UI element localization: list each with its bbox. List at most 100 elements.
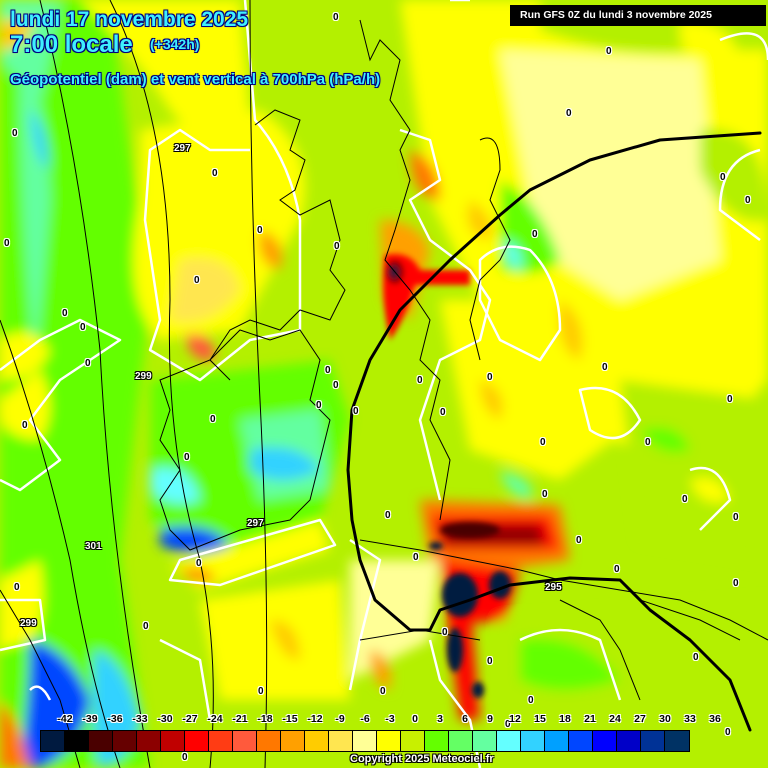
colorbar-cell — [185, 731, 209, 751]
zero-contour-label: 0 — [257, 225, 263, 236]
colorbar-cell — [353, 731, 377, 751]
zero-contour-label: 0 — [85, 358, 91, 369]
colorbar-cell — [161, 731, 185, 751]
colorbar-tick: 36 — [709, 713, 721, 725]
zero-contour-label: 0 — [22, 420, 28, 431]
geopotential-label: 301 — [85, 541, 102, 552]
zero-contour-label: 0 — [487, 656, 493, 667]
colorbar-tick: 27 — [634, 713, 646, 725]
zero-contour-label: 0 — [62, 308, 68, 319]
zero-contour-label: 0 — [725, 727, 731, 738]
zero-contour-label: 0 — [333, 380, 339, 391]
copyright: Copyright 2025 Meteociel.fr — [350, 753, 494, 765]
zero-contour-label: 0 — [606, 46, 612, 57]
colorbar-cell — [641, 731, 665, 751]
colorbar-tick: -18 — [257, 713, 273, 725]
colorbar-tick: -9 — [335, 713, 345, 725]
colorbar-cell — [665, 731, 689, 751]
colorbar-ticks: -42 -39 -36 -33 -30 -27 -24 -21 -18 -15 -12 -9 -6 -3 0… — [40, 713, 740, 727]
colorbar-cell — [257, 731, 281, 751]
colorbar-tick: -24 — [207, 713, 223, 725]
colorbar-tick: -30 — [157, 713, 173, 725]
zero-contour-label: 0 — [682, 494, 688, 505]
zero-contour-label: 0 — [316, 400, 322, 411]
colorbar-tick: 0 — [412, 713, 418, 725]
zero-contour-label: 0 — [413, 552, 419, 563]
zero-contour-label: 0 — [196, 558, 202, 569]
colorbar-tick: -42 — [57, 713, 73, 725]
zero-contour-label: 0 — [440, 407, 446, 418]
colorbar-cell — [113, 731, 137, 751]
zero-contour-label: 0 — [542, 489, 548, 500]
zero-contour-label: 0 — [258, 686, 264, 697]
zero-contour-label: 0 — [505, 719, 511, 730]
colorbar-cell — [41, 731, 65, 751]
colorbar-cell — [593, 731, 617, 751]
colorbar-tick: 6 — [462, 713, 468, 725]
zero-contour-label: 0 — [745, 195, 751, 206]
zero-contour-label: 0 — [385, 510, 391, 521]
zero-contour-label: 0 — [353, 406, 359, 417]
zero-contour-label: 0 — [693, 652, 699, 663]
zero-contour-label: 0 — [143, 621, 149, 632]
zero-contour-label: 0 — [380, 686, 386, 697]
colorbar-tick: -36 — [107, 713, 123, 725]
zero-contour-label: 0 — [194, 275, 200, 286]
forecast-date: lundi 17 novembre 2025 — [10, 8, 249, 31]
zero-contour-label: 0 — [333, 12, 339, 23]
geopotential-label: 297 — [174, 143, 191, 154]
zero-contour-label: 0 — [528, 695, 534, 706]
colorbar-tick: -12 — [307, 713, 323, 725]
zero-contour-label: 0 — [487, 372, 493, 383]
zero-contour-label: 0 — [602, 362, 608, 373]
geopotential-label: 299 — [135, 371, 152, 382]
zero-contour-label: 0 — [733, 578, 739, 589]
zero-contour-label: 0 — [566, 108, 572, 119]
colorbar-tick: -33 — [132, 713, 148, 725]
colorbar-tick: -21 — [232, 713, 248, 725]
zero-contour-label: 0 — [532, 229, 538, 240]
zero-contour-label: 0 — [14, 582, 20, 593]
colorbar-tick: 9 — [487, 713, 493, 725]
zero-contour-label: 0 — [325, 365, 331, 376]
zero-contour-label: 0 — [12, 128, 18, 139]
zero-contour-label: 0 — [614, 564, 620, 575]
zero-contour-label: 0 — [184, 452, 190, 463]
colorbar — [40, 730, 690, 752]
zero-contour-label: 0 — [720, 172, 726, 183]
zero-contour-label: 0 — [727, 394, 733, 405]
zero-contour-label: 0 — [733, 512, 739, 523]
colorbar-cell — [497, 731, 521, 751]
zero-contour-label: 0 — [417, 375, 423, 386]
zero-contour-label: 0 — [210, 414, 216, 425]
colorbar-tick: 24 — [609, 713, 621, 725]
forecast-time: 7:00 locale — [10, 31, 133, 58]
colorbar-cell — [137, 731, 161, 751]
colorbar-cell — [569, 731, 593, 751]
colorbar-tick: 33 — [684, 713, 696, 725]
colorbar-tick: -15 — [282, 713, 298, 725]
colorbar-tick: 15 — [534, 713, 546, 725]
forecast-hours: (+342h) — [150, 36, 200, 52]
colorbar-cell — [65, 731, 89, 751]
colorbar-tick: 18 — [559, 713, 571, 725]
colorbar-cell — [329, 731, 353, 751]
colorbar-cell — [305, 731, 329, 751]
colorbar-tick: 30 — [659, 713, 671, 725]
zero-contour-label: 0 — [540, 437, 546, 448]
colorbar-tick: 12 — [509, 713, 521, 725]
zero-contour-label: 0 — [576, 535, 582, 546]
colorbar-cell — [473, 731, 497, 751]
colorbar-cell — [545, 731, 569, 751]
zero-contour-label: 0 — [334, 241, 340, 252]
colorbar-cell — [401, 731, 425, 751]
colorbar-tick: -39 — [82, 713, 98, 725]
zero-contour-label: 0 — [80, 322, 86, 333]
colorbar-cell — [209, 731, 233, 751]
colorbar-tick: -6 — [360, 713, 370, 725]
colorbar-cell — [89, 731, 113, 751]
zero-contour-label: 0 — [182, 752, 188, 763]
zero-contour-label: 0 — [4, 238, 10, 249]
colorbar-cell — [281, 731, 305, 751]
